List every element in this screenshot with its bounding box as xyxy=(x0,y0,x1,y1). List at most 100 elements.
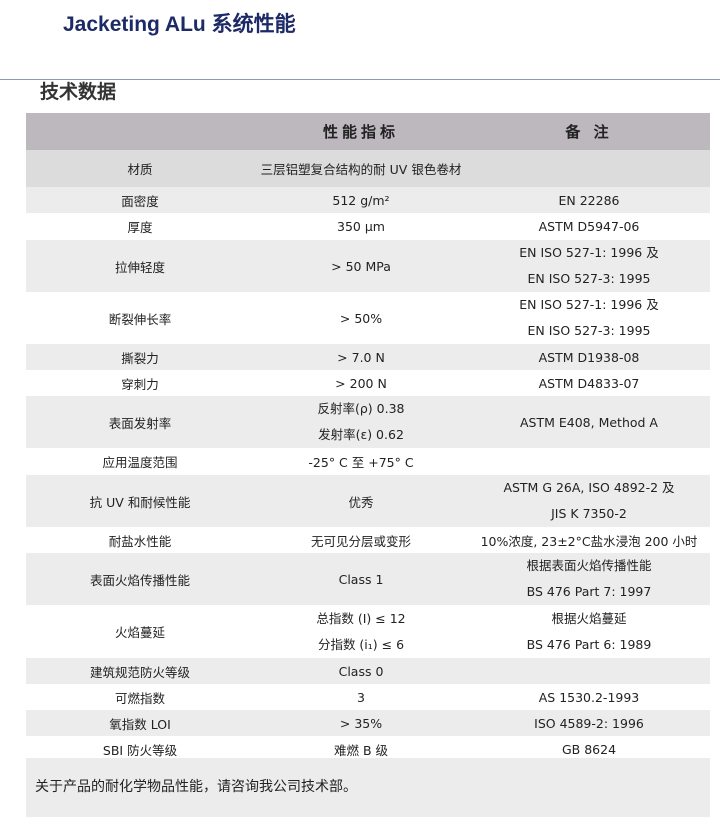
value-line: > 35% xyxy=(339,715,383,731)
table-row: 面密度 512 g/m² EN 22286 xyxy=(26,187,710,213)
property-label: 材质 xyxy=(26,150,254,187)
table-row: 穿刺力 > 200 N ASTM D4833-07 xyxy=(26,370,710,396)
table-row: 拉伸轻度 > 50 MPa EN ISO 527-1: 1996 及 EN ISO 5… xyxy=(26,240,710,292)
note-line: ASTM G 26A, ISO 4892-2 及 xyxy=(503,480,675,495)
property-note xyxy=(468,658,710,684)
property-label: 断裂伸长率 xyxy=(26,292,254,344)
property-note: ISO 4589-2: 1996 xyxy=(468,710,710,736)
note-line: 根据表面火焰传播性能 xyxy=(526,558,652,573)
property-note: 根据表面火焰传播性能 BS 476 Part 7: 1997 xyxy=(468,553,710,605)
property-label: SBI 防火等级 xyxy=(26,736,254,762)
property-note: ASTM E408, Method A xyxy=(468,396,710,448)
spec-table: 性能指标 备 注 材质 三层铝塑复合结构的耐 UV 银色卷材 面密度 512 g/m²… xyxy=(26,113,710,762)
table-row: 表面发射率 反射率(ρ) 0.38 发射率(ε) 0.62 ASTM E408, Me… xyxy=(26,396,710,448)
value-line: > 50% xyxy=(339,310,383,326)
property-note: ASTM D1938-08 xyxy=(468,344,710,370)
property-label: 表面火焰传播性能 xyxy=(26,553,254,605)
note-line: BS 476 Part 6: 1989 xyxy=(526,636,652,652)
table-row: 氧指数 LOI > 35% ISO 4589-2: 1996 xyxy=(26,710,710,736)
table-row: 表面火焰传播性能 Class 1 根据表面火焰传播性能 BS 476 Part 7: … xyxy=(26,553,710,605)
property-value: > 200 N xyxy=(254,370,468,396)
header-property xyxy=(26,113,254,150)
table-row: 可燃指数 3 AS 1530.2-1993 xyxy=(26,684,710,710)
property-label: 可燃指数 xyxy=(26,684,254,710)
note-line: ISO 4589-2: 1996 xyxy=(534,715,644,731)
value-line: 350 μm xyxy=(337,219,385,234)
property-label: 抗 UV 和耐候性能 xyxy=(26,475,254,527)
value-line: 3 xyxy=(357,689,365,705)
property-note: 根据火焰蔓延 BS 476 Part 6: 1989 xyxy=(468,605,710,658)
property-value: > 7.0 N xyxy=(254,344,468,370)
property-label: 建筑规范防火等级 xyxy=(26,658,254,684)
property-value: > 50 MPa xyxy=(254,240,468,292)
property-label: 穿刺力 xyxy=(26,370,254,396)
value-line: 512 g/m² xyxy=(332,192,390,208)
property-value: 优秀 xyxy=(254,475,468,527)
property-value: > 35% xyxy=(254,710,468,736)
table-row: 厚度 350 μm ASTM D5947-06 xyxy=(26,213,710,240)
value-line: > 200 N xyxy=(335,375,387,391)
property-value: Class 1 xyxy=(254,553,468,605)
note-line: ASTM D1938-08 xyxy=(538,349,640,365)
divider xyxy=(0,79,720,80)
property-value: 难燃 B 级 xyxy=(254,736,468,762)
value-line: Class 0 xyxy=(338,663,384,679)
note-line: 根据火焰蔓延 xyxy=(551,610,627,626)
note-line: EN 22286 xyxy=(558,192,620,208)
property-value: 350 μm xyxy=(254,213,468,240)
table-row: 火焰蔓延 总指数 (I) ≤ 12 分指数 (i₁) ≤ 6 根据火焰蔓延 BS 476… xyxy=(26,605,710,658)
value-line: 无可见分层或变形 xyxy=(310,533,411,549)
property-value: 总指数 (I) ≤ 12 分指数 (i₁) ≤ 6 xyxy=(254,605,468,658)
property-label: 应用温度范围 xyxy=(26,448,254,475)
property-value: 三层铝塑复合结构的耐 UV 银色卷材 xyxy=(254,150,468,187)
property-note xyxy=(468,448,710,475)
property-label: 拉伸轻度 xyxy=(26,240,254,292)
property-note: EN ISO 527-1: 1996 及 EN ISO 527-3: 1995 xyxy=(468,240,710,292)
note-line: EN ISO 527-1: 1996 及 xyxy=(519,297,659,312)
value-line: -25° C 至 +75° C xyxy=(308,455,414,470)
property-note: ASTM D5947-06 xyxy=(468,213,710,240)
property-value: 512 g/m² xyxy=(254,187,468,213)
property-note: GB 8624 xyxy=(468,736,710,762)
property-value: -25° C 至 +75° C xyxy=(254,448,468,475)
note-line: ASTM D5947-06 xyxy=(538,219,640,234)
table-row: 撕裂力 > 7.0 N ASTM D1938-08 xyxy=(26,344,710,370)
table-row: SBI 防火等级 难燃 B 级 GB 8624 xyxy=(26,736,710,762)
value-line: 反射率(ρ) 0.38 xyxy=(317,401,405,416)
value-line: 三层铝塑复合结构的耐 UV 银色卷材 xyxy=(260,162,462,177)
table-header: 性能指标 备 注 xyxy=(26,113,710,150)
property-label: 表面发射率 xyxy=(26,396,254,448)
property-note: EN 22286 xyxy=(468,187,710,213)
value-line: > 7.0 N xyxy=(337,349,385,365)
page-title: Jacketing ALu 系统性能 xyxy=(63,13,296,36)
value-line: Class 1 xyxy=(338,571,384,587)
property-value: Class 0 xyxy=(254,658,468,684)
table-row: 耐盐水性能 无可见分层或变形 10%浓度, 23±2°C盐水浸泡 200 小时 xyxy=(26,527,710,553)
property-note: ASTM G 26A, ISO 4892-2 及 JIS K 7350-2 xyxy=(468,475,710,527)
property-note: AS 1530.2-1993 xyxy=(468,684,710,710)
note-line: GB 8624 xyxy=(561,741,617,757)
value-line: 难燃 B 级 xyxy=(333,742,389,758)
table-row: 应用温度范围 -25° C 至 +75° C xyxy=(26,448,710,475)
note-line: BS 476 Part 7: 1997 xyxy=(526,584,652,599)
value-line: 总指数 (I) ≤ 12 xyxy=(316,610,406,626)
table-row: 抗 UV 和耐候性能 优秀 ASTM G 26A, ISO 4892-2 及 JIS … xyxy=(26,475,710,527)
property-note xyxy=(468,150,710,187)
property-label: 氧指数 LOI xyxy=(26,710,254,736)
property-value: 3 xyxy=(254,684,468,710)
property-note: EN ISO 527-1: 1996 及 EN ISO 527-3: 1995 xyxy=(468,292,710,344)
table-row: 材质 三层铝塑复合结构的耐 UV 银色卷材 xyxy=(26,150,710,187)
header-performance: 性能指标 xyxy=(254,113,468,150)
note-line: EN ISO 527-1: 1996 及 xyxy=(519,245,659,260)
table-row: 建筑规范防火等级 Class 0 xyxy=(26,658,710,684)
table-row: 断裂伸长率 > 50% EN ISO 527-1: 1996 及 EN ISO 527… xyxy=(26,292,710,344)
note-line: 10%浓度, 23±2°C盐水浸泡 200 小时 xyxy=(480,533,698,549)
property-value: 反射率(ρ) 0.38 发射率(ε) 0.62 xyxy=(254,396,468,448)
note-line: ASTM D4833-07 xyxy=(538,375,640,391)
footer-note: 关于产品的耐化学物品性能，请咨询我公司技术部。 xyxy=(26,758,710,817)
note-line: ASTM E408, Method A xyxy=(520,414,658,430)
property-value: 无可见分层或变形 xyxy=(254,527,468,553)
value-line: 优秀 xyxy=(348,494,374,510)
note-line: EN ISO 527-3: 1995 xyxy=(527,271,651,286)
property-label: 厚度 xyxy=(26,213,254,240)
